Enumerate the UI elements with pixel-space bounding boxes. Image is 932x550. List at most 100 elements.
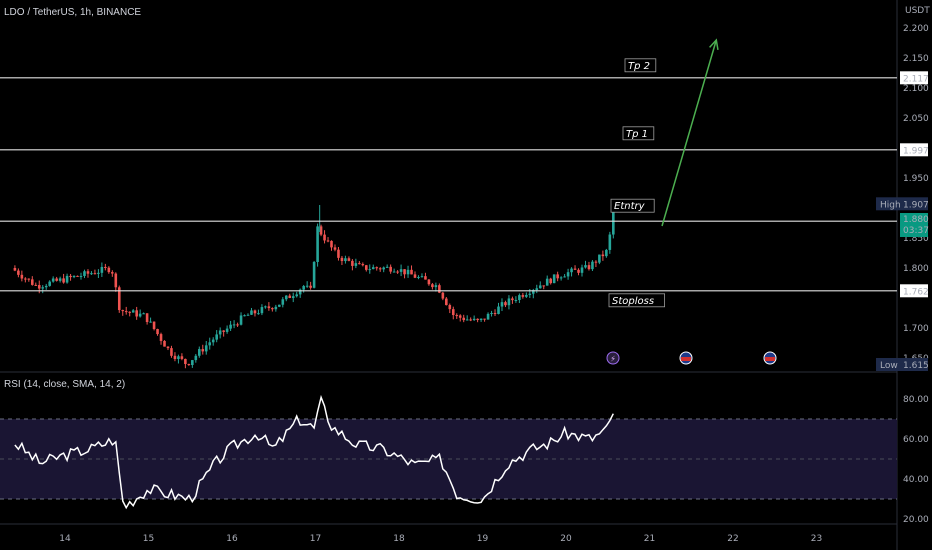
candle-body — [337, 249, 340, 258]
candle-body — [180, 356, 184, 359]
candle-body — [58, 278, 62, 281]
candle-body — [163, 340, 166, 347]
candle-body — [159, 334, 163, 341]
candle-body — [413, 274, 417, 278]
candle-body — [354, 263, 358, 266]
candle-body — [326, 240, 330, 242]
level-value: 1.762 — [903, 287, 929, 297]
high-value-bg — [900, 197, 928, 211]
candle-body — [291, 296, 295, 298]
rsi-tick-label: 60.00 — [903, 435, 929, 445]
candle-body — [309, 285, 312, 288]
level-value-bg — [900, 71, 928, 85]
candle-body — [538, 285, 542, 289]
candle-body — [250, 310, 253, 315]
candle-body — [410, 269, 413, 275]
candle-body — [121, 310, 125, 312]
candle-body — [79, 275, 83, 277]
candle-body — [330, 240, 333, 248]
candle-body — [222, 330, 225, 332]
candle-body — [382, 267, 385, 270]
level-label: Tp 2 — [628, 61, 650, 72]
candle-body — [420, 276, 424, 278]
candle-body — [27, 278, 31, 280]
time-tick-label: 17 — [310, 534, 321, 544]
candle-body — [274, 306, 278, 310]
low-value: 1.615 — [903, 361, 929, 371]
candle-body — [135, 310, 138, 317]
candle-body — [97, 272, 100, 274]
candle-body — [218, 330, 222, 335]
rsi-tick-label: 80.00 — [903, 395, 929, 405]
target-arrow-group — [661, 38, 719, 227]
candle-body — [504, 302, 507, 306]
candle-body — [83, 271, 86, 276]
price-tick-label: 2.050 — [903, 114, 929, 124]
level-label: Stoploss — [612, 296, 654, 307]
candle-body — [232, 324, 236, 326]
price-tick-label: 2.100 — [903, 84, 929, 94]
candle-body — [204, 345, 208, 352]
candle-body — [187, 364, 191, 366]
lightning-event-icon[interactable] — [606, 351, 620, 365]
rsi-axis[interactable]: 80.00 60.00 40.00 20.00 — [903, 395, 929, 525]
time-tick-label: 19 — [477, 534, 489, 544]
price-tick-label: 1.850 — [903, 234, 929, 244]
candle-body — [587, 265, 591, 270]
low-label-bg — [876, 358, 900, 371]
candle-body — [528, 293, 532, 295]
candle-body — [431, 284, 434, 288]
candle-body — [114, 273, 118, 288]
candle-body — [111, 272, 114, 274]
candle-body — [573, 268, 577, 270]
candle-body — [441, 292, 445, 299]
candle-body — [351, 260, 354, 266]
candle-body — [131, 310, 135, 313]
candle-body — [570, 268, 573, 273]
time-axis[interactable]: 14 15 16 17 18 19 20 21 22 23 — [59, 534, 822, 544]
candle-body — [445, 298, 448, 306]
candle-body — [358, 263, 361, 265]
candle-body — [434, 285, 438, 288]
candle-body — [559, 277, 563, 279]
countdown: 03:37 — [903, 226, 929, 236]
candle-body — [208, 342, 212, 346]
candle-body — [44, 285, 48, 288]
candle-body — [37, 285, 41, 289]
candle-body — [448, 305, 452, 310]
candle-body — [55, 278, 58, 281]
current-price: 1.880 — [903, 215, 929, 225]
candle-body — [566, 272, 570, 277]
candle-body — [608, 234, 612, 250]
candle-body — [166, 346, 170, 349]
candle-body — [340, 257, 344, 262]
candle-body — [72, 275, 76, 278]
low-label: Low — [880, 361, 898, 371]
candle-body — [399, 269, 403, 272]
candle-body — [41, 287, 45, 289]
candle-body — [535, 288, 539, 291]
level-label: Etntry — [614, 201, 646, 212]
time-tick-label: 14 — [59, 534, 71, 544]
candle-body — [288, 295, 292, 298]
candle-body — [316, 226, 319, 262]
candle-body — [469, 319, 472, 321]
candle-body — [319, 226, 323, 235]
candle-body — [486, 313, 490, 320]
candle-body — [368, 269, 372, 271]
candle-body — [458, 315, 462, 318]
level-value-bg — [900, 284, 928, 298]
rsi-tick-label: 20.00 — [903, 515, 929, 525]
candle-body — [117, 287, 121, 311]
candle-body — [260, 307, 264, 314]
time-tick-label: 20 — [560, 534, 572, 544]
candle-body — [191, 360, 194, 366]
time-tick-label: 22 — [727, 534, 738, 544]
candle-body — [284, 295, 288, 300]
level-label: Tp 1 — [626, 129, 648, 140]
candle-body — [48, 281, 51, 286]
price-tick-label: 1.700 — [903, 324, 929, 334]
candle-body — [215, 334, 218, 340]
